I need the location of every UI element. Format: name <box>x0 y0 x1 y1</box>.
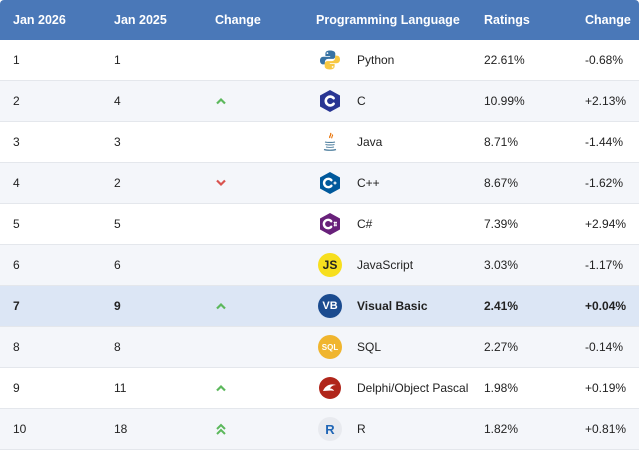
trend-none-icon <box>205 40 237 80</box>
change-value: +2.13% <box>585 94 627 108</box>
table-row: 5 5 C# 7.39% +2.94% <box>0 204 639 245</box>
rank-2026: 1 <box>13 53 20 67</box>
rank-2026: 5 <box>13 217 20 231</box>
header-language[interactable]: Programming Language <box>316 13 460 27</box>
language-name[interactable]: Java <box>357 135 383 149</box>
rank-2026: 6 <box>13 258 20 272</box>
rating-value: 10.99% <box>484 94 525 108</box>
rank-2025: 5 <box>114 217 121 231</box>
language-name[interactable]: JavaScript <box>357 258 414 272</box>
table-row: 6 6 JS JavaScript 3.03% -1.17% <box>0 245 639 286</box>
change-value: -1.17% <box>585 258 624 272</box>
table-row: 8 8 SQL SQL 2.27% -0.14% <box>0 327 639 368</box>
rank-2025: 9 <box>114 299 121 313</box>
rank-2025: 8 <box>114 340 121 354</box>
table-row: 1 1 Python 22.61% -0.68% <box>0 40 639 81</box>
visual-basic-logo-icon-text: VB <box>318 294 342 318</box>
change-value: +2.94% <box>585 217 627 231</box>
rank-2026: 4 <box>13 176 20 190</box>
r-logo-icon-text: R <box>318 417 342 441</box>
rank-2026: 8 <box>13 340 20 354</box>
delphi-logo-icon <box>316 368 344 408</box>
rank-2025: 3 <box>114 135 121 149</box>
change-value: +0.81% <box>585 422 627 436</box>
javascript-logo-icon: JS <box>316 245 344 285</box>
header-change[interactable]: Change <box>215 13 261 27</box>
trend-down-icon <box>205 163 237 203</box>
rank-2025: 18 <box>114 422 128 436</box>
header-jan-2025[interactable]: Jan 2025 <box>114 13 167 27</box>
rating-value: 8.71% <box>484 135 519 149</box>
rank-2026: 7 <box>13 299 20 313</box>
change-value: -0.68% <box>585 53 624 67</box>
language-name[interactable]: C# <box>357 217 373 231</box>
trend-up-icon <box>205 368 237 408</box>
rank-2025: 1 <box>114 53 121 67</box>
rank-2026: 2 <box>13 94 20 108</box>
language-name[interactable]: Python <box>357 53 395 67</box>
cpp-logo-icon <box>316 163 344 203</box>
table-header: Jan 2026 Jan 2025 Change Programming Lan… <box>0 0 639 40</box>
r-logo-icon: R <box>316 409 344 449</box>
sql-logo-icon-text: SQL <box>318 335 342 359</box>
rating-value: 1.98% <box>484 381 519 395</box>
sql-logo-icon: SQL <box>316 327 344 367</box>
rating-value: 2.27% <box>484 340 519 354</box>
rating-value: 8.67% <box>484 176 519 190</box>
c-logo-icon <box>316 81 344 121</box>
visual-basic-logo-icon: VB <box>316 286 344 326</box>
table-row: 7 9 VB Visual Basic 2.41% +0.04% <box>0 286 639 327</box>
header-jan-2026[interactable]: Jan 2026 <box>13 13 66 27</box>
trend-none-icon <box>205 204 237 244</box>
trend-none-icon <box>205 122 237 162</box>
language-name[interactable]: SQL <box>357 340 382 354</box>
trend-none-icon <box>205 327 237 367</box>
change-value: +0.04% <box>585 299 627 313</box>
table-row: 9 11 Delphi/Object Pascal 1.98% +0.19% <box>0 368 639 409</box>
java-logo-icon <box>316 122 344 162</box>
language-name[interactable]: Visual Basic <box>357 299 428 313</box>
table-row: 3 3 Java 8.71% -1.44% <box>0 122 639 163</box>
rank-2026: 10 <box>13 422 27 436</box>
csharp-logo-icon <box>316 204 344 244</box>
rank-2026: 9 <box>13 381 20 395</box>
header-ratings[interactable]: Ratings <box>484 13 530 27</box>
table-row: 10 18 R R 1.82% +0.81% <box>0 409 639 450</box>
change-value: -1.62% <box>585 176 624 190</box>
rating-value: 1.82% <box>484 422 519 436</box>
rating-value: 22.61% <box>484 53 525 67</box>
language-name[interactable]: R <box>357 422 366 436</box>
table-row: 4 2 C++ 8.67% -1.62% <box>0 163 639 204</box>
rating-value: 7.39% <box>484 217 519 231</box>
language-name[interactable]: Delphi/Object Pascal <box>357 381 469 395</box>
python-logo-icon <box>316 40 344 80</box>
change-value: -1.44% <box>585 135 624 149</box>
trend-up-icon <box>205 81 237 121</box>
rank-2025: 4 <box>114 94 121 108</box>
rank-2025: 2 <box>114 176 121 190</box>
trend-up-icon <box>205 286 237 326</box>
change-value: -0.14% <box>585 340 624 354</box>
table-row: 2 4 C 10.99% +2.13% <box>0 81 639 122</box>
rating-value: 3.03% <box>484 258 519 272</box>
javascript-logo-icon-text: JS <box>318 253 342 277</box>
change-value: +0.19% <box>585 381 627 395</box>
rank-2025: 6 <box>114 258 121 272</box>
language-name[interactable]: C <box>357 94 366 108</box>
rating-value: 2.41% <box>484 299 519 313</box>
language-name[interactable]: C++ <box>357 176 380 190</box>
trend-double-up-icon <box>205 409 237 449</box>
header-change-pct[interactable]: Change <box>585 13 631 27</box>
trend-none-icon <box>205 245 237 285</box>
rank-2026: 3 <box>13 135 20 149</box>
rank-2025: 11 <box>114 381 127 395</box>
